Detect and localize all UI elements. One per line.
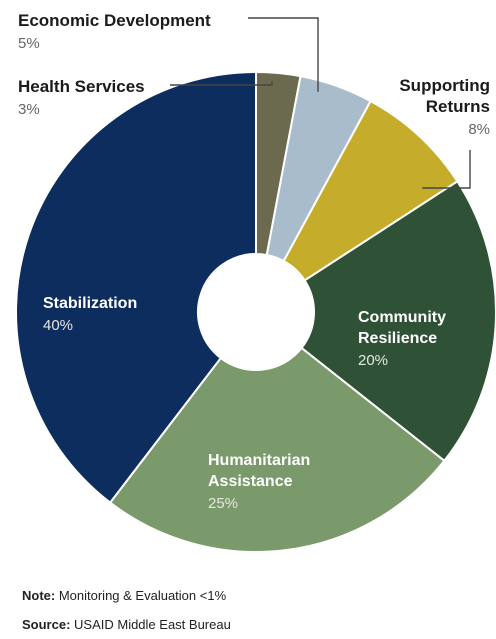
source: Source: USAID Middle East Bureau: [22, 617, 231, 632]
leader-health-services: [170, 81, 273, 86]
label-community-resilience-line-1: Community: [358, 309, 446, 326]
value-economic-development: 5%: [18, 35, 40, 52]
leader-economic-development: [248, 17, 319, 92]
value-supporting-returns: 8%: [468, 121, 490, 138]
source-text: USAID Middle East Bureau: [70, 617, 231, 632]
label-humanitarian-assistance-line-1: Humanitarian: [208, 452, 310, 469]
value-health-services: 3%: [18, 101, 40, 118]
value-stabilization: 40%: [43, 317, 73, 334]
label-community-resilience-line-2: Resilience: [358, 330, 437, 347]
label-economic-development: Economic Development: [18, 11, 211, 30]
label-humanitarian-assistance-line-2: Assistance: [208, 473, 293, 490]
leader-supporting-returns: [422, 150, 471, 189]
source-label: Source:: [22, 617, 71, 632]
label-supporting-returns-line-2: Returns: [426, 97, 490, 116]
label-stabilization: Stabilization: [43, 295, 137, 312]
note-label: Note:: [22, 588, 56, 603]
value-humanitarian-assistance: 25%: [208, 495, 238, 512]
donut-hole: [198, 254, 314, 370]
note: Note: Monitoring & Evaluation <1%: [22, 588, 226, 603]
label-supporting-returns-line-1: Supporting: [399, 76, 490, 95]
note-text: Monitoring & Evaluation <1%: [55, 588, 227, 603]
value-community-resilience: 20%: [358, 352, 388, 369]
label-health-services: Health Services: [18, 77, 145, 96]
